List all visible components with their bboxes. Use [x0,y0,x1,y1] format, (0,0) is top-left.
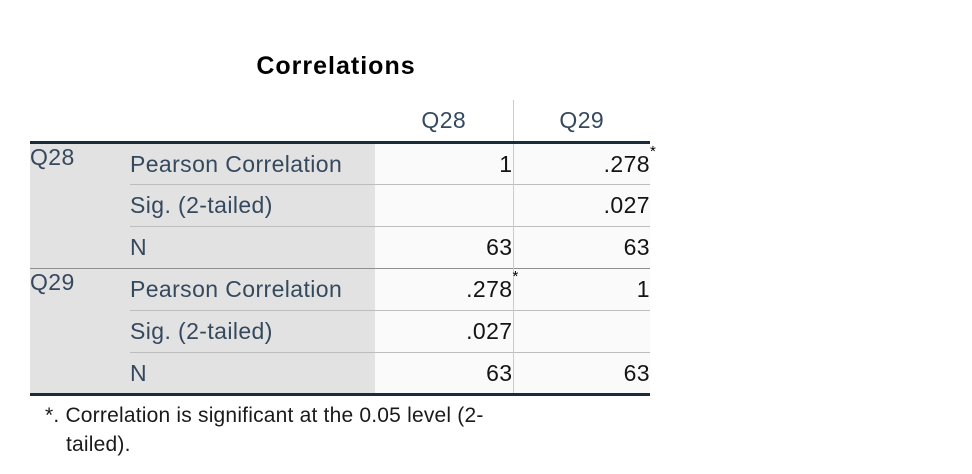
row-label: Sig. (2-tailed) [130,310,375,353]
data-cell-q29xq28: .278 * [375,268,518,311]
cell-value: 1 [636,276,650,302]
cell-value: 1 [499,150,513,177]
row-q28-pearson: Q28 Pearson Correlation 1 .278 * [30,142,656,269]
correlations-table: Q28 Q29 Q28 Pearson Correlation 1 .278 * … [30,100,656,396]
table-footnote: *. Correlation is significant at the 0.0… [45,401,561,459]
row-q29-n: N 63 63 [30,352,650,395]
column-header-q29: Q29 [512,100,650,144]
row-label: N [130,352,375,395]
row-label: N [130,226,375,269]
table-title: Correlations [256,52,416,80]
data-cell-q29xq29: 1 [512,268,650,311]
cell-value: 63 [486,234,513,260]
data-cell-q28xq29: .278 * [512,142,656,185]
significance-star: * [650,142,656,160]
cell-value: .027 [603,192,650,218]
cell-value: .278 [603,150,650,177]
row-group-stub-q28: Q28 [30,142,130,269]
row-q29-pearson: Q29 Pearson Correlation .278 * 1 [30,268,650,395]
row-q28-n: N 63 63 [30,226,650,269]
data-cell-q29xq28-sig: .027 [375,310,513,353]
row-label: Pearson Correlation [130,142,375,185]
data-cell-q28xq28: 1 [375,142,513,185]
cell-value: .278 [466,276,513,302]
data-cell-q28xq29-n: 63 [512,226,650,269]
data-cell-q29xq28-n: 63 [375,352,513,395]
footnote-line-2: tailed). [66,433,131,456]
cell-value: .027 [466,318,513,344]
data-cell-q29xq29-n: 63 [512,352,650,395]
significance-star: * [512,268,519,285]
data-cell-q28xq29-sig: .027 [512,184,650,227]
data-cell-q28xq28-n: 63 [375,226,513,269]
header-spacer-cell [30,100,375,144]
row-group-stub-q29: Q29 [30,268,130,395]
row-q29-sig: Sig. (2-tailed) .027 [30,310,650,353]
footnote-line-1: *. Correlation is significant at the 0.0… [45,404,484,427]
row-label: Sig. (2-tailed) [130,184,375,227]
cell-value: 63 [623,359,650,386]
cell-value: 63 [486,359,513,386]
data-cell-q29xq29-sig [512,310,650,353]
column-header-row: Q28 Q29 [30,100,650,144]
row-label: Pearson Correlation [130,268,375,311]
data-cell-q28xq28-sig [375,184,513,227]
cell-value: 63 [623,234,650,260]
row-q28-sig: Sig. (2-tailed) .027 [30,184,650,227]
column-header-q28: Q28 [375,100,513,144]
